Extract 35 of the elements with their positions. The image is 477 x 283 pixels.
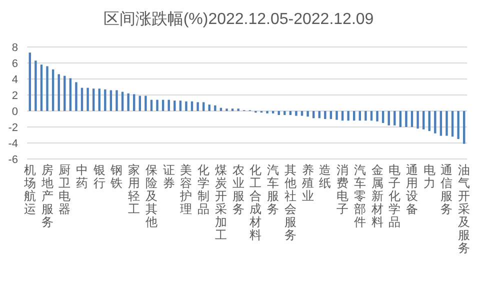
xtick: 汽车零部件 [354,163,366,229]
xtick: 机场航运 [24,163,36,216]
xtick: 房地产服务 [41,163,54,229]
ytick: -6 [8,154,18,166]
ytick: -4 [8,138,18,150]
xtick: 厨卫电器 [58,163,71,216]
xtick: 保险及其他 [145,163,158,229]
ytick: 6 [12,58,18,70]
xtick: 养殖业 [302,163,314,203]
ytick: 8 [12,42,18,54]
xtick: 电力 [423,163,436,190]
xtick: 通用设备 [406,163,418,216]
xtick: 汽车服务 [267,163,280,216]
xtick: 电子化学品 [388,163,401,229]
xtick: 化工合成材料 [250,163,262,242]
xtick: 煤炭开采加工 [214,163,227,242]
ytick: 0 [12,106,18,118]
xtick: 化学制品 [198,163,210,216]
xtick: 其他社会服务 [284,163,296,242]
xtick: 美容护理 [180,163,192,216]
xtick: 通信服务 [440,163,453,216]
xtick: 油气开采及服务 [458,163,470,255]
xtick: 钢铁 [110,163,123,190]
xtick: 造纸 [319,163,332,190]
ytick: -2 [8,122,18,134]
xtick: 金属新材料 [371,163,384,229]
title: 区间涨跌幅(%)2022.12.05-2022.12.09 [103,11,374,28]
xtick: 银行 [93,163,106,190]
ytick: 2 [12,90,18,102]
xtick: 证券 [162,163,175,190]
ytick: 4 [12,74,18,86]
xtick: 消费电子 [336,163,349,216]
xtick: 家用轻工 [128,163,140,216]
xtick: 中药 [76,163,88,190]
xtick: 农业服务 [232,163,244,216]
